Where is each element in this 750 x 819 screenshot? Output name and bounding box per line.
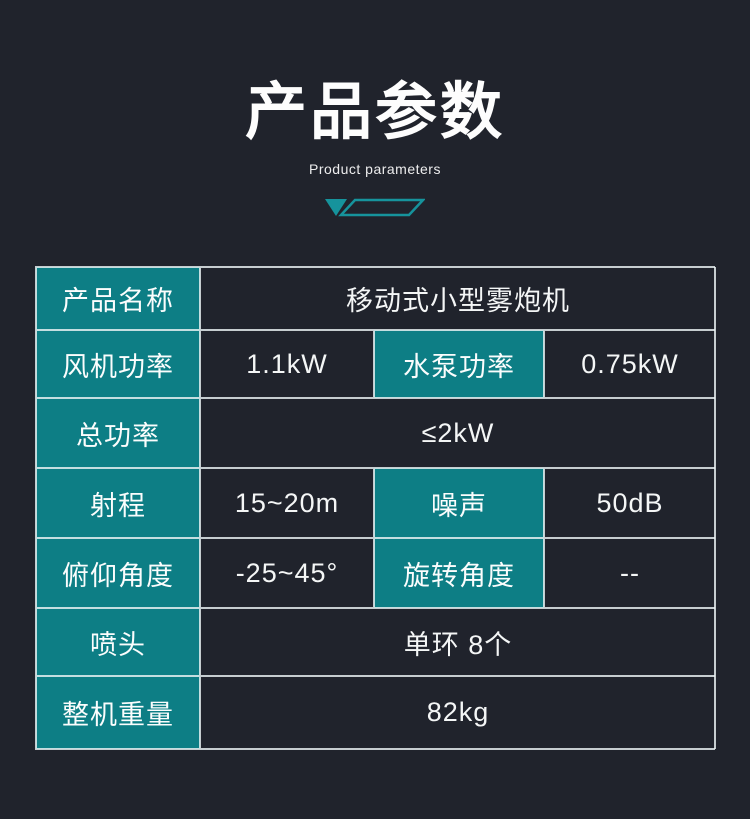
spec-label-pump-power: 水泵功率 bbox=[374, 330, 544, 399]
title-decor bbox=[0, 198, 750, 217]
spec-label-range: 射程 bbox=[36, 468, 200, 539]
spec-value-total-weight: 82kg bbox=[200, 676, 716, 750]
spec-value-fan-power: 1.1kW bbox=[200, 330, 374, 399]
spec-value-total-power: ≤2kW bbox=[200, 398, 716, 469]
decor-shapes bbox=[325, 198, 425, 217]
spec-value-range: 15~20m bbox=[200, 468, 374, 539]
spec-label-pitch-angle: 俯仰角度 bbox=[36, 538, 200, 609]
spec-label-nozzle: 喷头 bbox=[36, 608, 200, 677]
parallelogram-outline bbox=[338, 198, 425, 217]
spec-value-rotation-angle: -- bbox=[544, 538, 716, 609]
triangle-down-icon bbox=[325, 199, 347, 217]
page-subtitle: Product parameters bbox=[309, 161, 441, 178]
product-parameters-page: 产品参数 Product parameters 产品名称 移动式小型雾炮机 风机… bbox=[0, 80, 750, 819]
spec-value-nozzle: 单环 8个 bbox=[200, 608, 716, 677]
spec-table: 产品名称 移动式小型雾炮机 风机功率 1.1kW 水泵功率 0.75kW 总功率… bbox=[35, 266, 716, 751]
spec-label-fan-power: 风机功率 bbox=[36, 330, 200, 399]
spec-label-total-power: 总功率 bbox=[36, 398, 200, 469]
spec-label-noise: 噪声 bbox=[374, 468, 544, 539]
spec-label-total-weight: 整机重量 bbox=[36, 676, 200, 750]
spec-value-pitch-angle: -25~45° bbox=[200, 538, 374, 609]
page-title: 产品参数 bbox=[244, 78, 505, 147]
spec-value-pump-power: 0.75kW bbox=[544, 330, 716, 399]
spec-value-product-name: 移动式小型雾炮机 bbox=[200, 267, 716, 331]
spec-value-noise: 50dB bbox=[544, 468, 716, 539]
spec-label-product-name: 产品名称 bbox=[36, 267, 200, 331]
spec-label-rotation-angle: 旋转角度 bbox=[374, 538, 544, 609]
